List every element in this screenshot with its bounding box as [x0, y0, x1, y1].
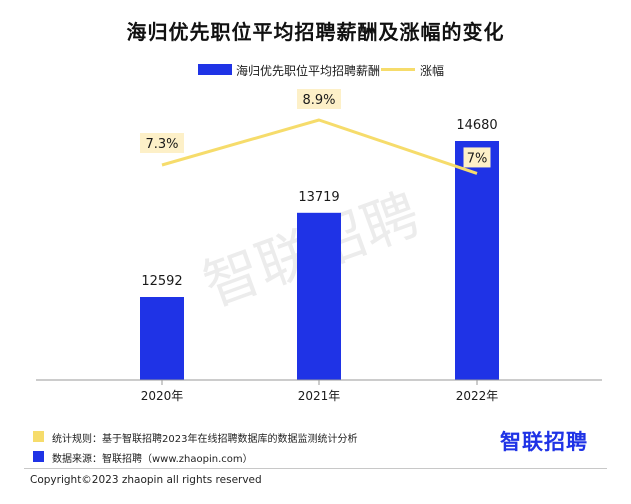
bar-3: [455, 141, 499, 380]
legend-label-growth: 涨幅: [420, 64, 445, 78]
growth-value-label: 7%: [467, 151, 488, 166]
footer-source-note: 数据来源：智联招聘（www.zhaopin.com）: [52, 454, 253, 465]
legend-swatch-growth: [381, 68, 415, 71]
growth-label-box: [140, 133, 184, 153]
growth-value-label: 7.3%: [145, 137, 178, 152]
x-tick-label: 2020年: [141, 389, 184, 403]
footer-divider: [24, 468, 607, 469]
chart-legend: 海归优先职位平均招聘薪酬 涨幅: [0, 62, 631, 78]
growth-label-box: [297, 89, 341, 109]
bar-value-label: 13719: [298, 190, 339, 205]
chart-title: 海归优先职位平均招聘薪酬及涨幅的变化: [126, 20, 505, 44]
footer-rules-swatch: [33, 431, 44, 442]
growth-value-label: 8.9%: [302, 93, 335, 108]
legend-label-salary: 海归优先职位平均招聘薪酬: [236, 64, 381, 78]
footer-source-swatch: [33, 451, 44, 462]
bar-value-label: 14680: [456, 118, 497, 133]
footer-rules-note: 统计规则：基于智联招聘2023年在线招聘数据库的数据监测统计分析: [52, 434, 358, 445]
bar-1: [140, 297, 184, 380]
x-tick-label: 2022年: [456, 389, 499, 403]
copyright-text: Copyright©2023 zhaopin all rights reserv…: [30, 474, 262, 486]
growth-label-box: [463, 147, 491, 168]
bar-value-label: 12592: [141, 274, 182, 289]
legend-swatch-salary: [198, 64, 232, 75]
growth-line: [161, 118, 478, 175]
brand-logo: 智联招聘: [500, 430, 588, 454]
x-tick-label: 2021年: [298, 389, 341, 403]
bar-2: [297, 212, 341, 380]
